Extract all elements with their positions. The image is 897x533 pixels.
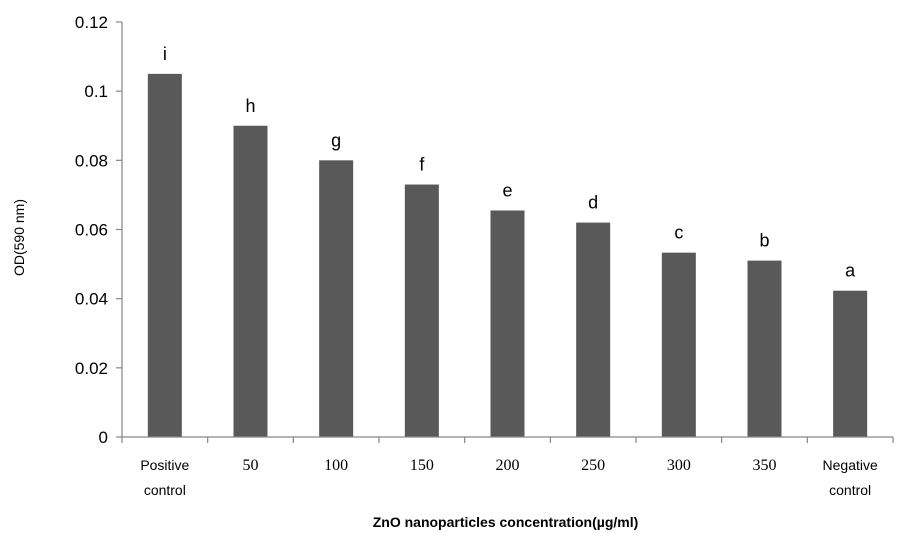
bar-data-label: d	[588, 193, 598, 213]
bar	[661, 252, 696, 437]
y-tick-label: 0.06	[75, 221, 108, 240]
x-category-label: 300	[667, 457, 691, 474]
x-category-label: Negative control	[823, 457, 878, 498]
bar-data-label: e	[502, 180, 512, 200]
bar-data-label: f	[419, 155, 425, 175]
data-labels-group: i h g f e d c b a	[163, 44, 856, 281]
x-category-label: 350	[753, 457, 777, 474]
y-tick-label: 0.02	[75, 359, 108, 378]
bar-data-label: g	[331, 130, 341, 150]
bars-group	[147, 73, 868, 438]
bar-data-label: b	[759, 231, 769, 251]
y-axis-ticks: 0 0.02 0.04 0.06 0.08 0.1 0.12	[75, 13, 122, 447]
bar	[233, 125, 268, 437]
bar	[576, 222, 611, 437]
y-tick-label: 0	[99, 428, 108, 447]
y-tick-label: 0.12	[75, 13, 108, 32]
bar-data-label: a	[845, 261, 856, 281]
x-axis-ticks	[121, 437, 894, 443]
x-category-label: Positive control	[140, 457, 189, 498]
x-category-label: 250	[581, 457, 605, 474]
x-axis-category-labels: Positive control 50 100 150 200 250 300 350 Negat…	[140, 457, 878, 498]
bar	[747, 260, 782, 437]
x-category-label: 100	[324, 457, 348, 474]
x-category-label: 200	[496, 457, 520, 474]
x-axis-title: ZnO nanoparticles concentration(µg/ml)	[373, 514, 639, 530]
y-tick-label: 0.08	[75, 151, 108, 170]
y-tick-label: 0.1	[84, 82, 108, 101]
bar-data-label: h	[245, 96, 255, 116]
x-category-label: 50	[243, 457, 259, 474]
y-axis-title: OD(590 nm)	[11, 199, 27, 276]
bar	[319, 160, 354, 438]
bar	[833, 290, 868, 437]
bar-data-label: c	[674, 223, 683, 243]
bar-data-label: i	[163, 44, 167, 64]
bar	[490, 210, 525, 437]
x-category-label: 150	[410, 457, 434, 474]
y-tick-label: 0.04	[75, 290, 108, 309]
bar	[404, 184, 439, 437]
bar	[147, 73, 182, 437]
